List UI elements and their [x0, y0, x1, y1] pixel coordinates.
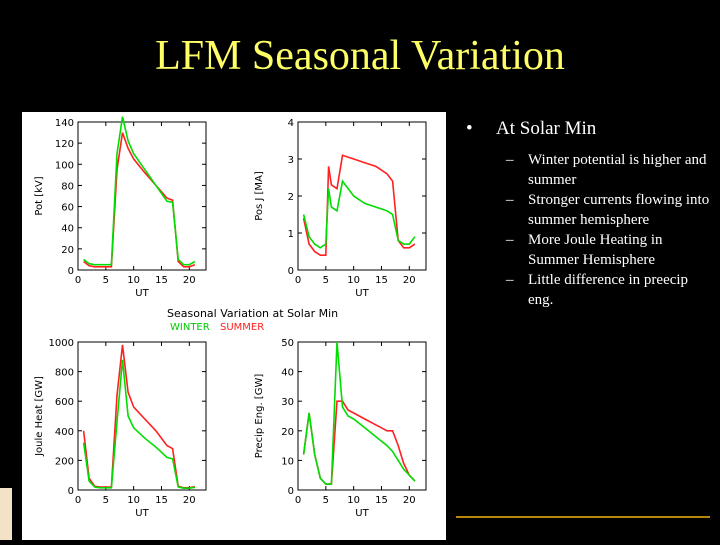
sub-bullet: More Joule Heating in Summer Hemisphere: [506, 230, 716, 270]
plot-panel-1: 0 20 40 60 80 100 120 140 0 5 10 15 20 UT Pot [kV]: [34, 116, 207, 299]
series-line-winter: [302, 341, 416, 485]
y-tick-label: 50: [281, 338, 294, 349]
sub-bullet: Stronger currents flowing into summer he…: [506, 190, 716, 230]
plot-panel-2: 0 1 2 3 4 0 5 10 15 20 UT Pos J [MA]: [254, 118, 427, 299]
x-tick-label: 5: [103, 275, 109, 286]
y-tick-label: 80: [61, 181, 74, 192]
y-axis-label: Joule Heat [GW]: [34, 376, 45, 457]
y-tick-label: 120: [55, 139, 74, 150]
y-tick-label: 0: [288, 486, 294, 497]
series-line-winter: [302, 179, 416, 249]
main-bullet: • At Solar Min: [466, 118, 597, 139]
plot-frame: [77, 341, 207, 491]
x-tick-label: 20: [183, 275, 196, 286]
x-tick-label: 10: [347, 275, 360, 286]
x-tick-label: 10: [347, 495, 360, 506]
y-tick-label: 400: [55, 427, 74, 438]
x-tick-label: 15: [155, 495, 168, 506]
x-tick-label: 10: [127, 495, 140, 506]
x-tick-label: 5: [323, 495, 329, 506]
x-tick-label: 20: [403, 495, 416, 506]
x-tick-label: 15: [375, 275, 388, 286]
series-line-summer: [302, 400, 416, 485]
y-axis-label: Precip Eng. [GW]: [254, 374, 265, 459]
footer-text: CISM Seminar Series 2007: [283, 518, 437, 533]
legend-summer: SUMMER: [220, 322, 264, 333]
y-tick-label: 3: [288, 155, 294, 166]
x-tick-label: 20: [183, 495, 196, 506]
y-tick-label: 1000: [49, 338, 74, 349]
y-tick-label: 100: [55, 160, 74, 171]
corner-decoration: [0, 488, 12, 540]
figure-suptitle: Seasonal Variation at Solar Min: [167, 307, 338, 320]
x-tick-label: 0: [75, 495, 81, 506]
y-tick-label: 10: [281, 456, 294, 467]
sub-bullet: Little difference in preecip eng.: [506, 270, 716, 310]
x-tick-label: 10: [127, 275, 140, 286]
series-line-summer: [83, 132, 196, 268]
y-tick-label: 0: [68, 486, 74, 497]
x-tick-label: 15: [155, 275, 168, 286]
y-tick-label: 20: [281, 427, 294, 438]
x-tick-label: 0: [75, 275, 81, 286]
series-line-winter: [83, 116, 196, 266]
y-tick-label: 40: [281, 368, 294, 379]
slide-title: LFM Seasonal Variation: [155, 33, 565, 79]
x-tick-label: 15: [375, 495, 388, 506]
bullet-list: •At Solar Min Winter potential is higher…: [466, 118, 716, 310]
x-tick-label: 0: [295, 495, 301, 506]
plot-frame: [77, 121, 207, 271]
y-axis-label: Pos J [MA]: [254, 171, 265, 221]
plot-frame: [297, 341, 427, 491]
x-tick-label: 5: [323, 275, 329, 286]
x-axis-label: UT: [355, 288, 369, 299]
series-line-winter: [82, 359, 196, 490]
main-bullet-text: At Solar Min: [496, 118, 597, 139]
x-axis-label: UT: [355, 508, 369, 519]
x-tick-label: 20: [403, 275, 416, 286]
y-tick-label: 0: [288, 266, 294, 277]
series-line-summer: [82, 344, 196, 489]
y-tick-label: 1: [288, 229, 294, 240]
y-axis-label: Pot [kV]: [34, 176, 45, 215]
y-tick-label: 2: [288, 192, 294, 203]
y-tick-label: 600: [55, 397, 74, 408]
sub-bullet: Winter potential is higher and summer: [506, 150, 716, 190]
plot-panel-4: 0 10 20 30 40 50 0 5 10 15 20 UT Precip Eng. [GW]: [254, 338, 427, 519]
y-tick-label: 200: [55, 456, 74, 467]
x-tick-label: 0: [295, 275, 301, 286]
y-tick-label: 140: [55, 118, 74, 129]
figure-panel: Seasonal Variation at Solar Min WINTER S…: [22, 112, 446, 540]
y-tick-label: 0: [68, 266, 74, 277]
x-tick-label: 5: [103, 495, 109, 506]
plot-panel-3: 0 200 400 600 800 1000 0 5 10 15 20 UT Joule Heat [G…: [34, 338, 207, 519]
x-axis-label: UT: [135, 508, 149, 519]
x-axis-label: UT: [135, 288, 149, 299]
y-tick-label: 60: [61, 203, 74, 214]
y-tick-label: 800: [55, 368, 74, 379]
y-tick-label: 40: [61, 224, 74, 235]
y-tick-label: 20: [61, 245, 74, 256]
y-tick-label: 30: [281, 397, 294, 408]
legend-winter: WINTER: [170, 322, 210, 333]
y-tick-label: 4: [288, 118, 294, 129]
footer-rule: [456, 516, 710, 518]
chart-figure: Seasonal Variation at Solar Min WINTER S…: [34, 116, 427, 519]
